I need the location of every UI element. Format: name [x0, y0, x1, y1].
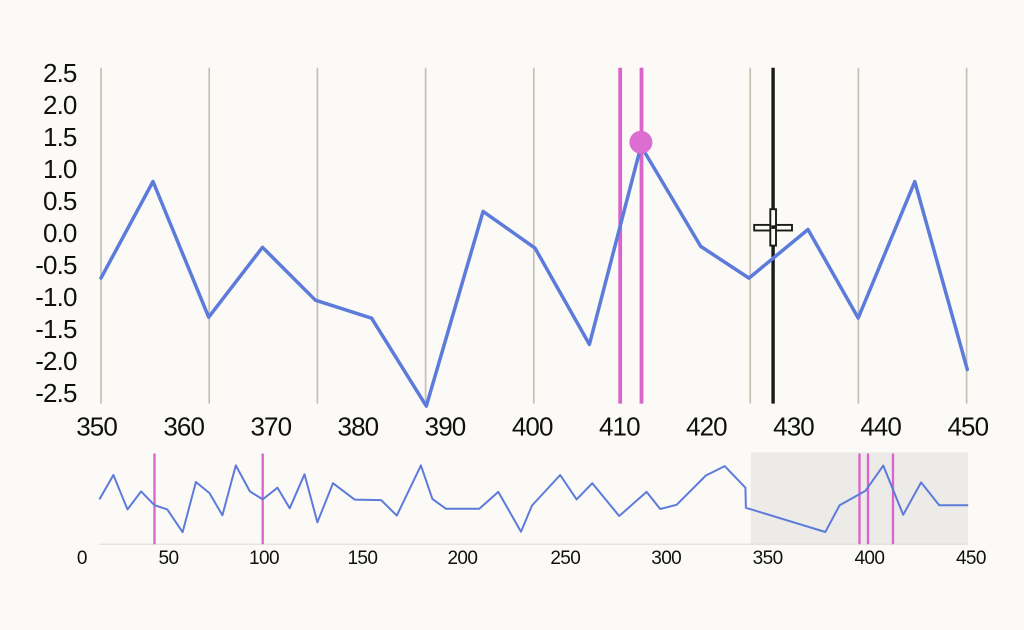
svg-text:1.5: 1.5	[43, 122, 77, 152]
svg-text:410: 410	[599, 411, 640, 441]
svg-text:250: 250	[550, 548, 580, 569]
svg-text:-1.0: -1.0	[35, 282, 77, 312]
svg-text:2.0: 2.0	[43, 90, 77, 120]
svg-text:-2.0: -2.0	[35, 346, 77, 376]
svg-text:400: 400	[512, 411, 553, 441]
svg-text:390: 390	[425, 411, 466, 441]
svg-text:200: 200	[447, 548, 477, 569]
svg-text:360: 360	[163, 411, 204, 441]
svg-text:0: 0	[77, 548, 87, 569]
svg-text:2.5: 2.5	[43, 58, 77, 88]
svg-text:350: 350	[753, 548, 783, 569]
svg-text:50: 50	[159, 548, 179, 569]
svg-text:150: 150	[347, 548, 377, 569]
svg-text:-0.5: -0.5	[35, 250, 77, 280]
svg-text:-1.5: -1.5	[35, 314, 77, 344]
svg-text:300: 300	[651, 548, 681, 569]
svg-text:400: 400	[854, 548, 884, 569]
svg-text:450: 450	[947, 411, 988, 441]
svg-text:100: 100	[249, 548, 279, 569]
svg-text:370: 370	[250, 411, 291, 441]
svg-text:350: 350	[76, 411, 117, 441]
svg-text:1.0: 1.0	[43, 154, 77, 184]
svg-text:0.0: 0.0	[43, 218, 77, 248]
svg-text:450: 450	[956, 548, 986, 569]
svg-text:430: 430	[773, 411, 814, 441]
svg-text:380: 380	[338, 411, 379, 441]
svg-text:440: 440	[860, 411, 901, 441]
svg-text:420: 420	[686, 411, 727, 441]
svg-text:0.5: 0.5	[43, 186, 77, 216]
svg-text:-2.5: -2.5	[35, 378, 77, 408]
